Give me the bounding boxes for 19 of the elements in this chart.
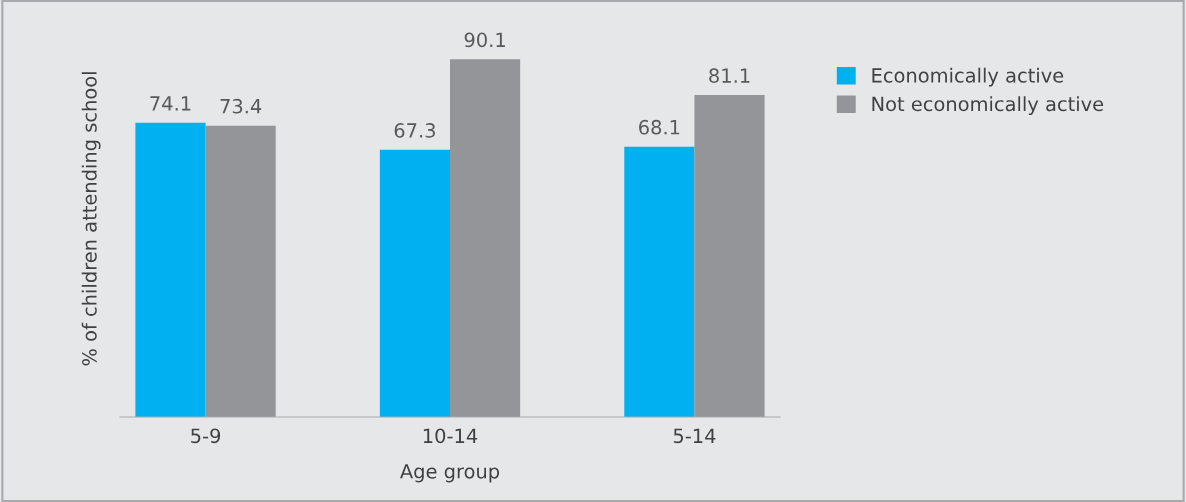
bar xyxy=(450,59,521,417)
bar xyxy=(694,95,765,417)
data-label: 68.1 xyxy=(639,119,680,135)
legend-label: Not economically active xyxy=(872,96,1104,116)
data-label: 67.3 xyxy=(394,123,436,138)
y-axis-title: % of children attending school xyxy=(81,72,101,366)
x-tick-label: 5-14 xyxy=(673,428,716,444)
bar xyxy=(135,122,206,417)
x-tick-label: 5-9 xyxy=(191,428,221,444)
data-label: 90.1 xyxy=(464,32,505,48)
bar xyxy=(205,125,276,417)
data-label: 73.4 xyxy=(220,98,262,114)
x-tick-label: 10-14 xyxy=(423,428,478,444)
data-label: 74.1 xyxy=(150,96,191,111)
data-label: 81.1 xyxy=(709,68,750,83)
bar xyxy=(379,149,450,417)
bar xyxy=(624,146,695,417)
x-axis-title: Age group xyxy=(400,464,500,483)
legend-label: Economically active xyxy=(872,67,1064,87)
